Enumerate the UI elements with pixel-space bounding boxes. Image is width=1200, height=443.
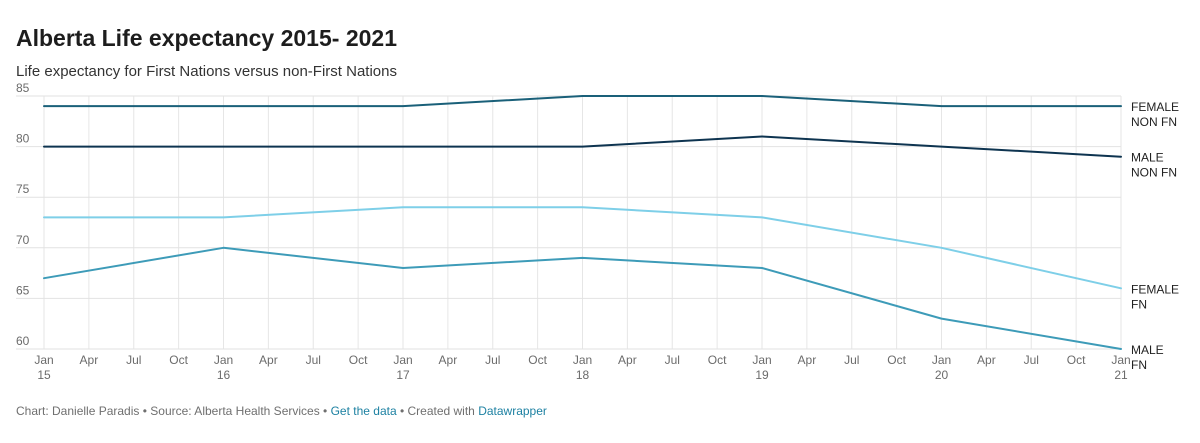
x-tick-label: Jul [306,353,321,367]
series-line [43,206,1122,290]
chart-footer: Chart: Danielle Paradis • Source: Albert… [16,404,547,418]
series-label: FEMALE NON FN [1131,100,1179,129]
x-tick-label: Apr [80,353,99,367]
chart-subtitle: Life expectancy for First Nations versus… [16,63,397,80]
x-tick-label: Apr [618,353,637,367]
y-tick-label: 80 [16,132,30,146]
footer-credit: Chart: Danielle Paradis [16,404,140,418]
x-tick-label: Apr [259,353,278,367]
x-tick-label: Jan 19 [752,353,771,382]
series-label: MALE NON FN [1131,151,1177,180]
x-tick-label: Jan 15 [34,353,53,382]
footer-created-with: • Created with [396,404,479,418]
x-tick-label: Jan 21 [1111,353,1130,382]
x-tick-label: Jul [844,353,859,367]
x-tick-label: Jul [665,353,680,367]
x-tick-label: Oct [1067,353,1086,367]
x-tick-label: Oct [708,353,727,367]
line-chart: Jan 15 Apr Jul Oct Jan 16 Apr Jul Oct Jan 17 Apr Jul O… [16,81,1179,382]
x-tick-label: Apr [439,353,458,367]
footer-separator: • [139,404,151,418]
x-tick-label: Oct [349,353,368,367]
series-line [43,95,1122,108]
x-tick-label: Oct [528,353,547,367]
x-tick-label: Oct [169,353,188,367]
series-line [43,135,1122,158]
x-tick-label: Oct [887,353,906,367]
datawrapper-link[interactable]: Datawrapper [478,404,547,418]
y-tick-label: 70 [16,233,30,247]
x-tick-label: Jan 17 [393,353,412,382]
x-tick-label: Jul [126,353,141,367]
x-tick-label: Apr [977,353,996,367]
series-label: MALE FN [1131,343,1164,372]
y-tick-label: 75 [16,182,30,196]
x-tick-label: Jan 16 [214,353,233,382]
x-tick-label: Jan 18 [573,353,592,382]
series-line [43,246,1122,350]
x-tick-label: Jan 20 [932,353,951,382]
x-tick-label: Jul [1024,353,1039,367]
y-tick-label: 65 [16,283,30,297]
footer-separator: • [319,404,331,418]
y-tick-label: 60 [16,334,30,348]
footer-source: Source: Alberta Health Services [150,404,320,418]
x-tick-label: Jul [485,353,500,367]
x-tick-label: Apr [798,353,817,367]
y-tick-label: 85 [16,81,30,95]
series-label: FEMALE FN [1131,282,1179,311]
chart-title: Alberta Life expectancy 2015- 2021 [16,25,397,51]
get-the-data-link[interactable]: Get the data [330,404,397,418]
